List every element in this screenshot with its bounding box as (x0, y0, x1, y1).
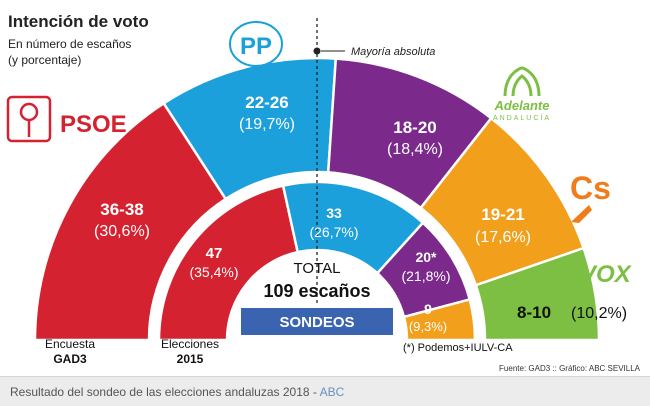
sondeos-label: SONDEOS (279, 314, 354, 331)
outer-psoe-pct: (30,6%) (94, 223, 150, 240)
inner-segment-0 (157, 184, 300, 342)
psoe-rose-flower (19, 102, 39, 122)
inner-psoe-pct: (35,4%) (189, 264, 238, 280)
psoe-logo-text: PSOE (60, 111, 127, 138)
pp-logo: PP (229, 21, 283, 67)
inner-pp-seats: 33 (326, 205, 342, 221)
inner-ring-label-1: Elecciones (161, 337, 219, 351)
pp-logo-text: PP (240, 33, 272, 60)
inner-ring-label-2: 2015 (177, 352, 204, 366)
caption-link[interactable]: ABC (319, 385, 345, 399)
inner-podemos-seats: 20* (415, 249, 437, 265)
chart: Intención de voto En número de escaños (… (6, 12, 641, 373)
outer-adelante-pct: (18,4%) (387, 141, 443, 158)
psoe-rose-icon (6, 95, 52, 143)
caption-text: Resultado del sondeo de las elecciones a… (10, 385, 317, 399)
outer-pp-seats: 22-26 (245, 93, 288, 112)
outer-psoe-seats: 36-38 (100, 200, 143, 219)
total-label: TOTAL (294, 260, 341, 277)
vox-logo-text: VOX (580, 261, 633, 288)
cs-heart-icon (571, 205, 592, 223)
caption-text-row: Resultado del sondeo de las elecciones a… (10, 385, 344, 399)
outer-pp-pct: (19,7%) (239, 116, 295, 133)
inner-ring (157, 180, 477, 342)
pp-logo-badge (229, 21, 283, 67)
adelante-arches-icon (503, 66, 541, 97)
adelante-logo-sub: ANDALUCÍA (493, 113, 551, 122)
chart-subtitle-1: En número de escaños (8, 37, 131, 51)
total-seats: 109 escaños (263, 281, 370, 301)
inner-podemos-pct: (21,8%) (401, 268, 450, 284)
adelante-logo-text: Adelante (494, 98, 550, 113)
outer-cs-pct: (17,6%) (475, 229, 531, 246)
adelante-logo: Adelante ANDALUCÍA (493, 66, 551, 122)
cs-logo: Cs (570, 170, 611, 223)
inner-cs-seats: 9 (424, 301, 432, 317)
outer-vox-seats: 8-10 (517, 303, 551, 322)
outer-ring-label-1: Encuesta (45, 337, 95, 351)
outer-ring (33, 56, 601, 342)
outer-cs-seats: 19-21 (481, 205, 524, 224)
inner-segment-3 (402, 297, 477, 342)
outer-adelante-seats: 18-20 (393, 118, 436, 137)
inner-cs-pct: (9,3%) (409, 319, 447, 334)
majority-label: Mayoría absoluta (351, 46, 435, 58)
outer-ring-label-2: GAD3 (53, 352, 87, 366)
majority-marker (313, 47, 321, 55)
inner-pp-pct: (26,7%) (309, 224, 358, 240)
source-note: Fuente: GAD3 :: Gráfico: ABC SEVILLA (499, 364, 641, 373)
cs-logo-text: Cs (570, 170, 611, 206)
inner-psoe-seats: 47 (206, 245, 223, 262)
caption-bar: Resultado del sondeo de las elecciones a… (0, 376, 650, 406)
sondeos-box (241, 308, 393, 335)
outer-segment-4 (474, 246, 601, 342)
chart-title: Intención de voto (8, 12, 149, 31)
psoe-logo: PSOE (6, 95, 127, 143)
chart-subtitle-2: (y porcentaje) (8, 53, 81, 67)
outer-segment-0 (33, 101, 228, 342)
outer-vox-pct: (10,2%) (571, 305, 627, 322)
footnote: (*) Podemos+IULV-CA (403, 342, 513, 354)
